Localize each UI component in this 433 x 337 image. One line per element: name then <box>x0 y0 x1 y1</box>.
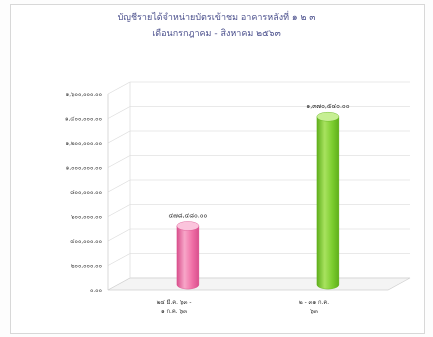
y-tick-label: ๑,๐๐๐,๐๐๐.๐๐ <box>66 166 103 172</box>
y-tick-label: ๑,๖๐๐,๐๐๐.๐๐ <box>66 92 103 98</box>
y-tick-label: ๐.๐๐ <box>90 288 103 294</box>
y-tick-label: ๖๐๐,๐๐๐.๐๐ <box>71 215 103 221</box>
gridline-depth <box>107 155 131 168</box>
bar-top <box>316 112 340 122</box>
y-tick-label: ๘๐๐,๐๐๐.๐๐ <box>70 190 102 196</box>
y-tick-label: ๔๐๐,๐๐๐.๐๐ <box>70 239 102 245</box>
bar <box>316 116 340 290</box>
bar <box>176 225 200 290</box>
y-tick-label: ๑,๔๐๐,๐๐๐.๐๐ <box>65 117 103 123</box>
x-tick-label: ๖๓ <box>310 309 318 315</box>
gridline-depth <box>107 253 131 266</box>
chart-floor <box>107 277 411 291</box>
x-tick-label: ๒ - ๓๑ ก.ค. <box>299 300 329 306</box>
data-label: ๑,๓๗๐,๕๔๐.๐๐ <box>306 103 349 110</box>
gridline-depth <box>107 179 131 193</box>
gridline-depth <box>107 81 131 95</box>
chart-subtitle: เดือนกรกฎาคม - สิงหาคม ๒๕๖๓ <box>152 29 281 39</box>
gridline-depth <box>107 204 131 217</box>
gridline-depth <box>107 228 131 242</box>
gridline-depth <box>107 130 131 144</box>
bar-top <box>176 221 200 231</box>
gridline-depth <box>107 106 131 119</box>
y-tick-label: ๒๐๐,๐๐๐.๐๐ <box>71 264 103 270</box>
data-label: ๔๗๘,๔๘๐.๐๐ <box>168 212 207 219</box>
y-tick-label: ๑,๒๐๐,๐๐๐.๐๐ <box>66 141 103 147</box>
x-tick-label: ๑ ก.ค. ๖๓ <box>161 309 187 315</box>
x-tick-label: ๒๔ มี.ค. ๖๓ - <box>157 299 192 306</box>
chart-title: บัญชีรายได้จำหน่ายบัตรเข้าชม อาคารหลังที… <box>117 13 316 23</box>
